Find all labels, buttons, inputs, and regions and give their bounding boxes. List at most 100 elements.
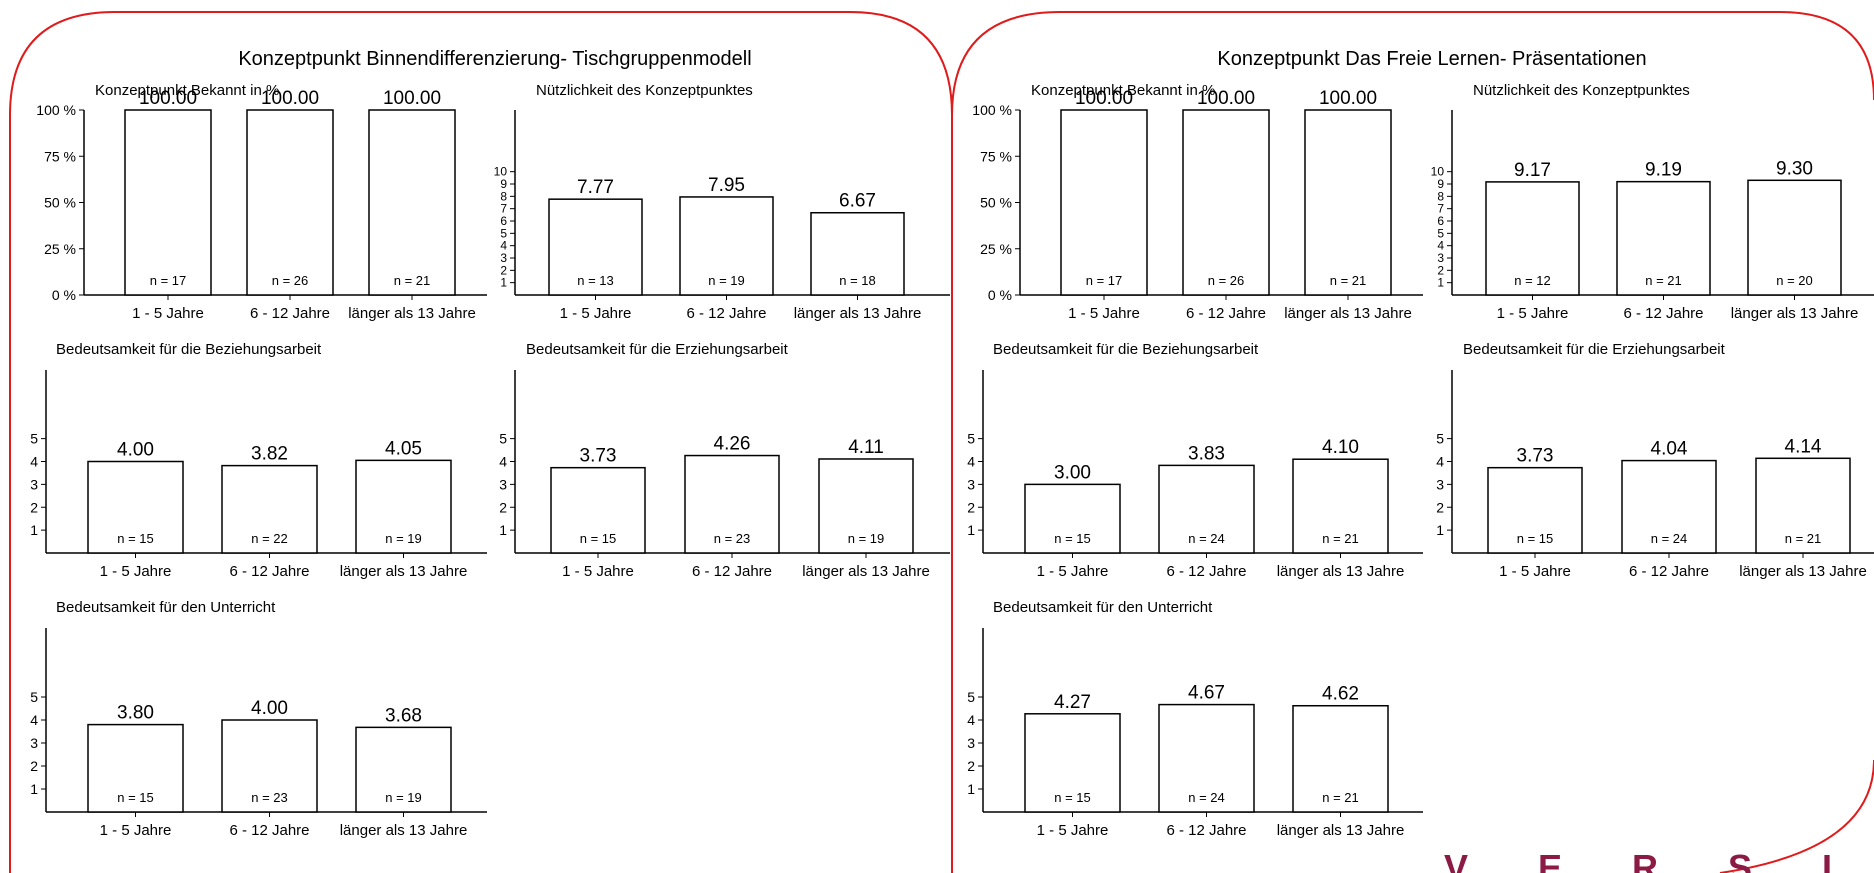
y-tick-label: 3 xyxy=(967,735,975,751)
y-tick-label: 2 xyxy=(1436,499,1444,515)
y-tick-label: 4 xyxy=(967,712,975,728)
y-tick-label: 4 xyxy=(30,712,38,728)
y-tick-label: 3 xyxy=(30,476,38,492)
panel-title-right: Konzeptpunkt Das Freie Lernen- Präsentat… xyxy=(1217,48,1646,70)
bar-value-label: 100.00 xyxy=(139,88,197,109)
y-tick-label: 1 xyxy=(967,522,975,538)
bar-n-label: n = 17 xyxy=(1086,273,1123,288)
y-tick-label: 5 xyxy=(967,431,975,447)
y-tick-label: 5 xyxy=(499,431,507,447)
bar-value-label: 9.19 xyxy=(1645,160,1682,181)
chart-title: Bedeutsamkeit für die Beziehungsarbeit xyxy=(993,341,1259,358)
x-tick-label: 1 - 5 Jahre xyxy=(1068,305,1140,322)
y-tick-label: 25 % xyxy=(980,241,1012,257)
y-tick-label: 10 xyxy=(1431,165,1445,179)
x-tick-label: 1 - 5 Jahre xyxy=(132,305,204,322)
bar-n-label: n = 26 xyxy=(272,273,309,288)
x-tick-label: 1 - 5 Jahre xyxy=(562,563,634,580)
y-tick-label: 2 xyxy=(30,499,38,515)
y-tick-label: 5 xyxy=(30,431,38,447)
chart-title: Bedeutsamkeit für den Unterricht xyxy=(56,599,276,616)
y-tick-label: 6 xyxy=(500,214,507,228)
y-tick-label: 50 % xyxy=(980,195,1012,211)
bar-value-label: 3.80 xyxy=(117,703,154,724)
x-tick-label: 6 - 12 Jahre xyxy=(1186,305,1266,322)
chart-title: Nützlichkeit des Konzeptpunktes xyxy=(536,82,753,99)
y-tick-label: 7 xyxy=(500,202,507,216)
bar-chart: Konzeptpunkt Bekannt in % 0 % 25 % 50 % 75 %… xyxy=(36,82,487,322)
bar-value-label: 100.00 xyxy=(1319,88,1377,109)
y-tick-label: 1 xyxy=(500,276,507,290)
chart-title: Bedeutsamkeit für die Beziehungsarbeit xyxy=(56,341,322,358)
bar-n-label: n = 24 xyxy=(1188,790,1225,805)
bar-value-label: 4.00 xyxy=(117,440,154,461)
bar-chart: Nützlichkeit des Konzeptpunktes 123456789… xyxy=(494,82,950,322)
bar-n-label: n = 23 xyxy=(251,790,288,805)
bar-value-label: 4.04 xyxy=(1651,439,1688,460)
bar-value-label: 4.14 xyxy=(1785,436,1822,457)
y-tick-label: 1 xyxy=(30,781,38,797)
bar-n-label: n = 15 xyxy=(1517,531,1554,546)
bar-value-label: 7.77 xyxy=(577,177,614,198)
bar-chart: Bedeutsamkeit für die Beziehungsarbeit 1 2… xyxy=(967,341,1423,580)
y-tick-label: 100 % xyxy=(36,102,76,118)
x-tick-label: länger als 13 Jahre xyxy=(1284,305,1412,322)
y-tick-label: 4 xyxy=(1436,454,1444,470)
x-tick-label: 6 - 12 Jahre xyxy=(692,563,772,580)
y-tick-label: 5 xyxy=(1436,431,1444,447)
bar-n-label: n = 23 xyxy=(714,531,751,546)
x-tick-label: 6 - 12 Jahre xyxy=(1166,563,1246,580)
x-tick-label: länger als 13 Jahre xyxy=(802,563,930,580)
bar-n-label: n = 15 xyxy=(1054,531,1091,546)
bar-value-label: 4.10 xyxy=(1322,437,1359,458)
y-tick-label: 1 xyxy=(499,522,507,538)
bar-n-label: n = 15 xyxy=(1054,790,1091,805)
x-tick-label: länger als 13 Jahre xyxy=(340,563,468,580)
bar-n-label: n = 15 xyxy=(117,531,154,546)
bar xyxy=(125,110,211,295)
y-tick-label: 5 xyxy=(1437,226,1444,240)
x-tick-label: 1 - 5 Jahre xyxy=(1499,563,1571,580)
bar-value-label: 3.00 xyxy=(1054,462,1091,483)
x-tick-label: länger als 13 Jahre xyxy=(1277,563,1405,580)
bar-value-label: 3.73 xyxy=(1517,446,1554,467)
x-tick-label: 1 - 5 Jahre xyxy=(560,305,632,322)
bar-value-label: 3.83 xyxy=(1188,443,1225,464)
bar xyxy=(1061,110,1147,295)
y-tick-label: 25 % xyxy=(44,241,76,257)
bar-chart: Bedeutsamkeit für den Unterricht123453.8… xyxy=(30,599,487,839)
bar-n-label: n = 21 xyxy=(1322,790,1359,805)
university-logo-text: V E R S I T Ä T xyxy=(1444,848,1874,873)
bar-value-label: 9.30 xyxy=(1776,158,1813,179)
x-tick-label: 1 - 5 Jahre xyxy=(100,563,172,580)
y-tick-label: 75 % xyxy=(980,148,1012,164)
x-tick-label: 6 - 12 Jahre xyxy=(686,305,766,322)
x-tick-label: länger als 13 Jahre xyxy=(1739,563,1867,580)
bar xyxy=(247,110,333,295)
bar xyxy=(1183,110,1269,295)
bar-n-label: n = 20 xyxy=(1776,273,1813,288)
bar-value-label: 4.62 xyxy=(1322,684,1359,705)
panel-title-left: Konzeptpunkt Binnendifferenzierung- Tisc… xyxy=(238,48,751,70)
x-tick-label: 6 - 12 Jahre xyxy=(229,563,309,580)
bar-value-label: 100.00 xyxy=(1075,88,1133,109)
x-tick-label: länger als 13 Jahre xyxy=(794,305,922,322)
bar-n-label: n = 15 xyxy=(117,790,154,805)
x-tick-label: 1 - 5 Jahre xyxy=(1037,563,1109,580)
bar-n-label: n = 21 xyxy=(1330,273,1367,288)
bar-n-label: n = 24 xyxy=(1188,531,1225,546)
bar-n-label: n = 19 xyxy=(848,531,885,546)
x-tick-label: 6 - 12 Jahre xyxy=(229,822,309,839)
bar-value-label: 3.82 xyxy=(251,444,288,465)
bar-n-label: n = 17 xyxy=(150,273,187,288)
y-tick-label: 2 xyxy=(967,758,975,774)
y-tick-label: 2 xyxy=(1437,263,1444,277)
y-tick-label: 9 xyxy=(1437,177,1444,191)
y-tick-label: 0 % xyxy=(52,287,76,303)
y-tick-label: 75 % xyxy=(44,148,76,164)
bar-n-label: n = 19 xyxy=(385,531,422,546)
bar-chart: Bedeutsamkeit für die Erziehungsarbeit 1 2… xyxy=(499,341,950,580)
bar-n-label: n = 21 xyxy=(1785,531,1822,546)
bar-value-label: 4.00 xyxy=(251,698,288,719)
y-tick-label: 2 xyxy=(30,758,38,774)
